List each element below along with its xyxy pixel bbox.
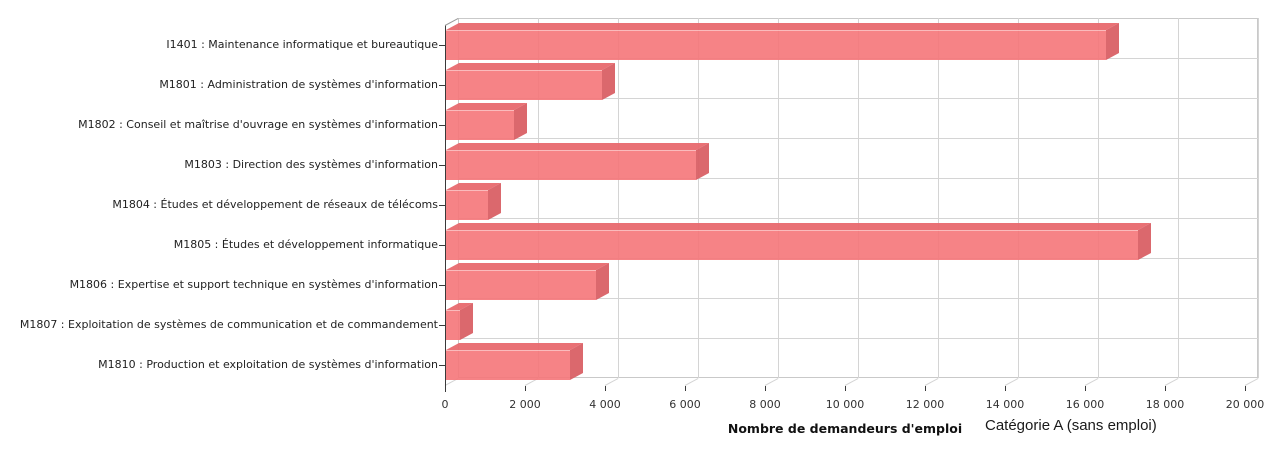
x-tick-label: 0: [441, 398, 449, 411]
category-label: M1801 : Administration de systèmes d'inf…: [159, 78, 438, 91]
y-axis-tick: [439, 245, 445, 246]
floor-gridline-segment: [1004, 378, 1019, 386]
y-axis-line: [445, 25, 446, 392]
floor-gridline-segment: [684, 378, 699, 386]
bar-M1801[interactable]: [446, 70, 602, 100]
category-label: M1805 : Études et développement informat…: [173, 238, 438, 251]
y-axis-tick: [439, 165, 445, 166]
x-tick-label: 2 000: [509, 398, 541, 411]
bar-M1802[interactable]: [446, 110, 514, 140]
x-axis-tick: [685, 386, 686, 391]
category-label: M1803 : Direction des systèmes d'informa…: [184, 158, 438, 171]
x-axis-tick: [925, 386, 926, 391]
horizontal-gridline: [458, 298, 1258, 299]
x-tick-label: 6 000: [669, 398, 701, 411]
vertical-gridline: [938, 18, 939, 378]
category-label: M1810 : Production et exploitation de sy…: [98, 358, 438, 371]
horizontal-gridline: [458, 138, 1258, 139]
bar-M1804[interactable]: [446, 190, 488, 220]
category-label: M1807 : Exploitation de systèmes de comm…: [19, 318, 438, 331]
x-axis-tick: [1245, 386, 1246, 391]
y-axis-tick: [439, 365, 445, 366]
bar-top-face: [446, 223, 1152, 230]
floor-gridline-segment: [1084, 378, 1099, 386]
horizontal-gridline: [458, 338, 1258, 339]
vertical-gridline: [1258, 18, 1259, 378]
vertical-gridline: [1098, 18, 1099, 378]
x-tick-label: 8 000: [749, 398, 781, 411]
x-tick-label: 10 000: [825, 398, 865, 411]
bar-M1810[interactable]: [446, 350, 570, 380]
x-axis-tick: [605, 386, 606, 391]
category-label: M1802 : Conseil et maîtrise d'ouvrage en…: [78, 118, 438, 131]
vertical-gridline: [538, 18, 539, 378]
vertical-gridline: [778, 18, 779, 378]
x-axis-tick: [1005, 386, 1006, 391]
y-axis-tick: [439, 125, 445, 126]
x-tick-label: 20 000: [1225, 398, 1265, 411]
vertical-gridline: [858, 18, 859, 378]
horizontal-gridline: [458, 178, 1258, 179]
bar-top-face: [446, 23, 1120, 30]
bar-top-face: [446, 343, 584, 350]
bar-M1803[interactable]: [446, 150, 696, 180]
category-label: I1401 : Maintenance informatique et bure…: [166, 38, 438, 51]
vertical-gridline: [698, 18, 699, 378]
floor-gridline-segment: [1244, 378, 1259, 386]
floor-gridline-segment: [764, 378, 779, 386]
floor-gridline-segment: [924, 378, 939, 386]
bar-M1805[interactable]: [446, 230, 1138, 260]
vertical-gridline: [1178, 18, 1179, 378]
y-axis-tick: [439, 325, 445, 326]
bar-I1401[interactable]: [446, 30, 1106, 60]
bar-M1807[interactable]: [446, 310, 460, 340]
bar-M1806[interactable]: [446, 270, 596, 300]
x-axis-title: Nombre de demandeurs d'emploi: [727, 421, 963, 436]
x-tick-label: 12 000: [905, 398, 945, 411]
horizontal-gridline: [458, 218, 1258, 219]
y-axis-tick: [439, 285, 445, 286]
category-label: M1804 : Études et développement de résea…: [112, 198, 438, 211]
y-axis-tick: [439, 45, 445, 46]
x-axis-tick: [525, 386, 526, 391]
y-axis-tick: [439, 205, 445, 206]
x-tick-label: 4 000: [589, 398, 621, 411]
vertical-gridline: [618, 18, 619, 378]
bar-top-face: [446, 263, 610, 270]
bar-top-face: [446, 143, 710, 150]
x-tick-label: 16 000: [1065, 398, 1105, 411]
vertical-gridline: [1018, 18, 1019, 378]
y-axis-tick: [439, 85, 445, 86]
x-axis-tick: [765, 386, 766, 391]
category-label: M1806 : Expertise et support technique e…: [69, 278, 438, 291]
bar-top-face: [446, 63, 616, 70]
x-axis-tick: [1165, 386, 1166, 391]
floor-gridline-segment: [1164, 378, 1179, 386]
x-tick-label: 18 000: [1145, 398, 1185, 411]
x-axis-annotation: Catégorie A (sans emploi): [985, 417, 1157, 434]
floor-gridline-segment: [844, 378, 859, 386]
floor-gridline-segment: [604, 378, 619, 386]
x-axis-tick: [845, 386, 846, 391]
x-axis-tick: [1085, 386, 1086, 391]
x-tick-label: 14 000: [985, 398, 1025, 411]
horizontal-gridline: [458, 98, 1258, 99]
